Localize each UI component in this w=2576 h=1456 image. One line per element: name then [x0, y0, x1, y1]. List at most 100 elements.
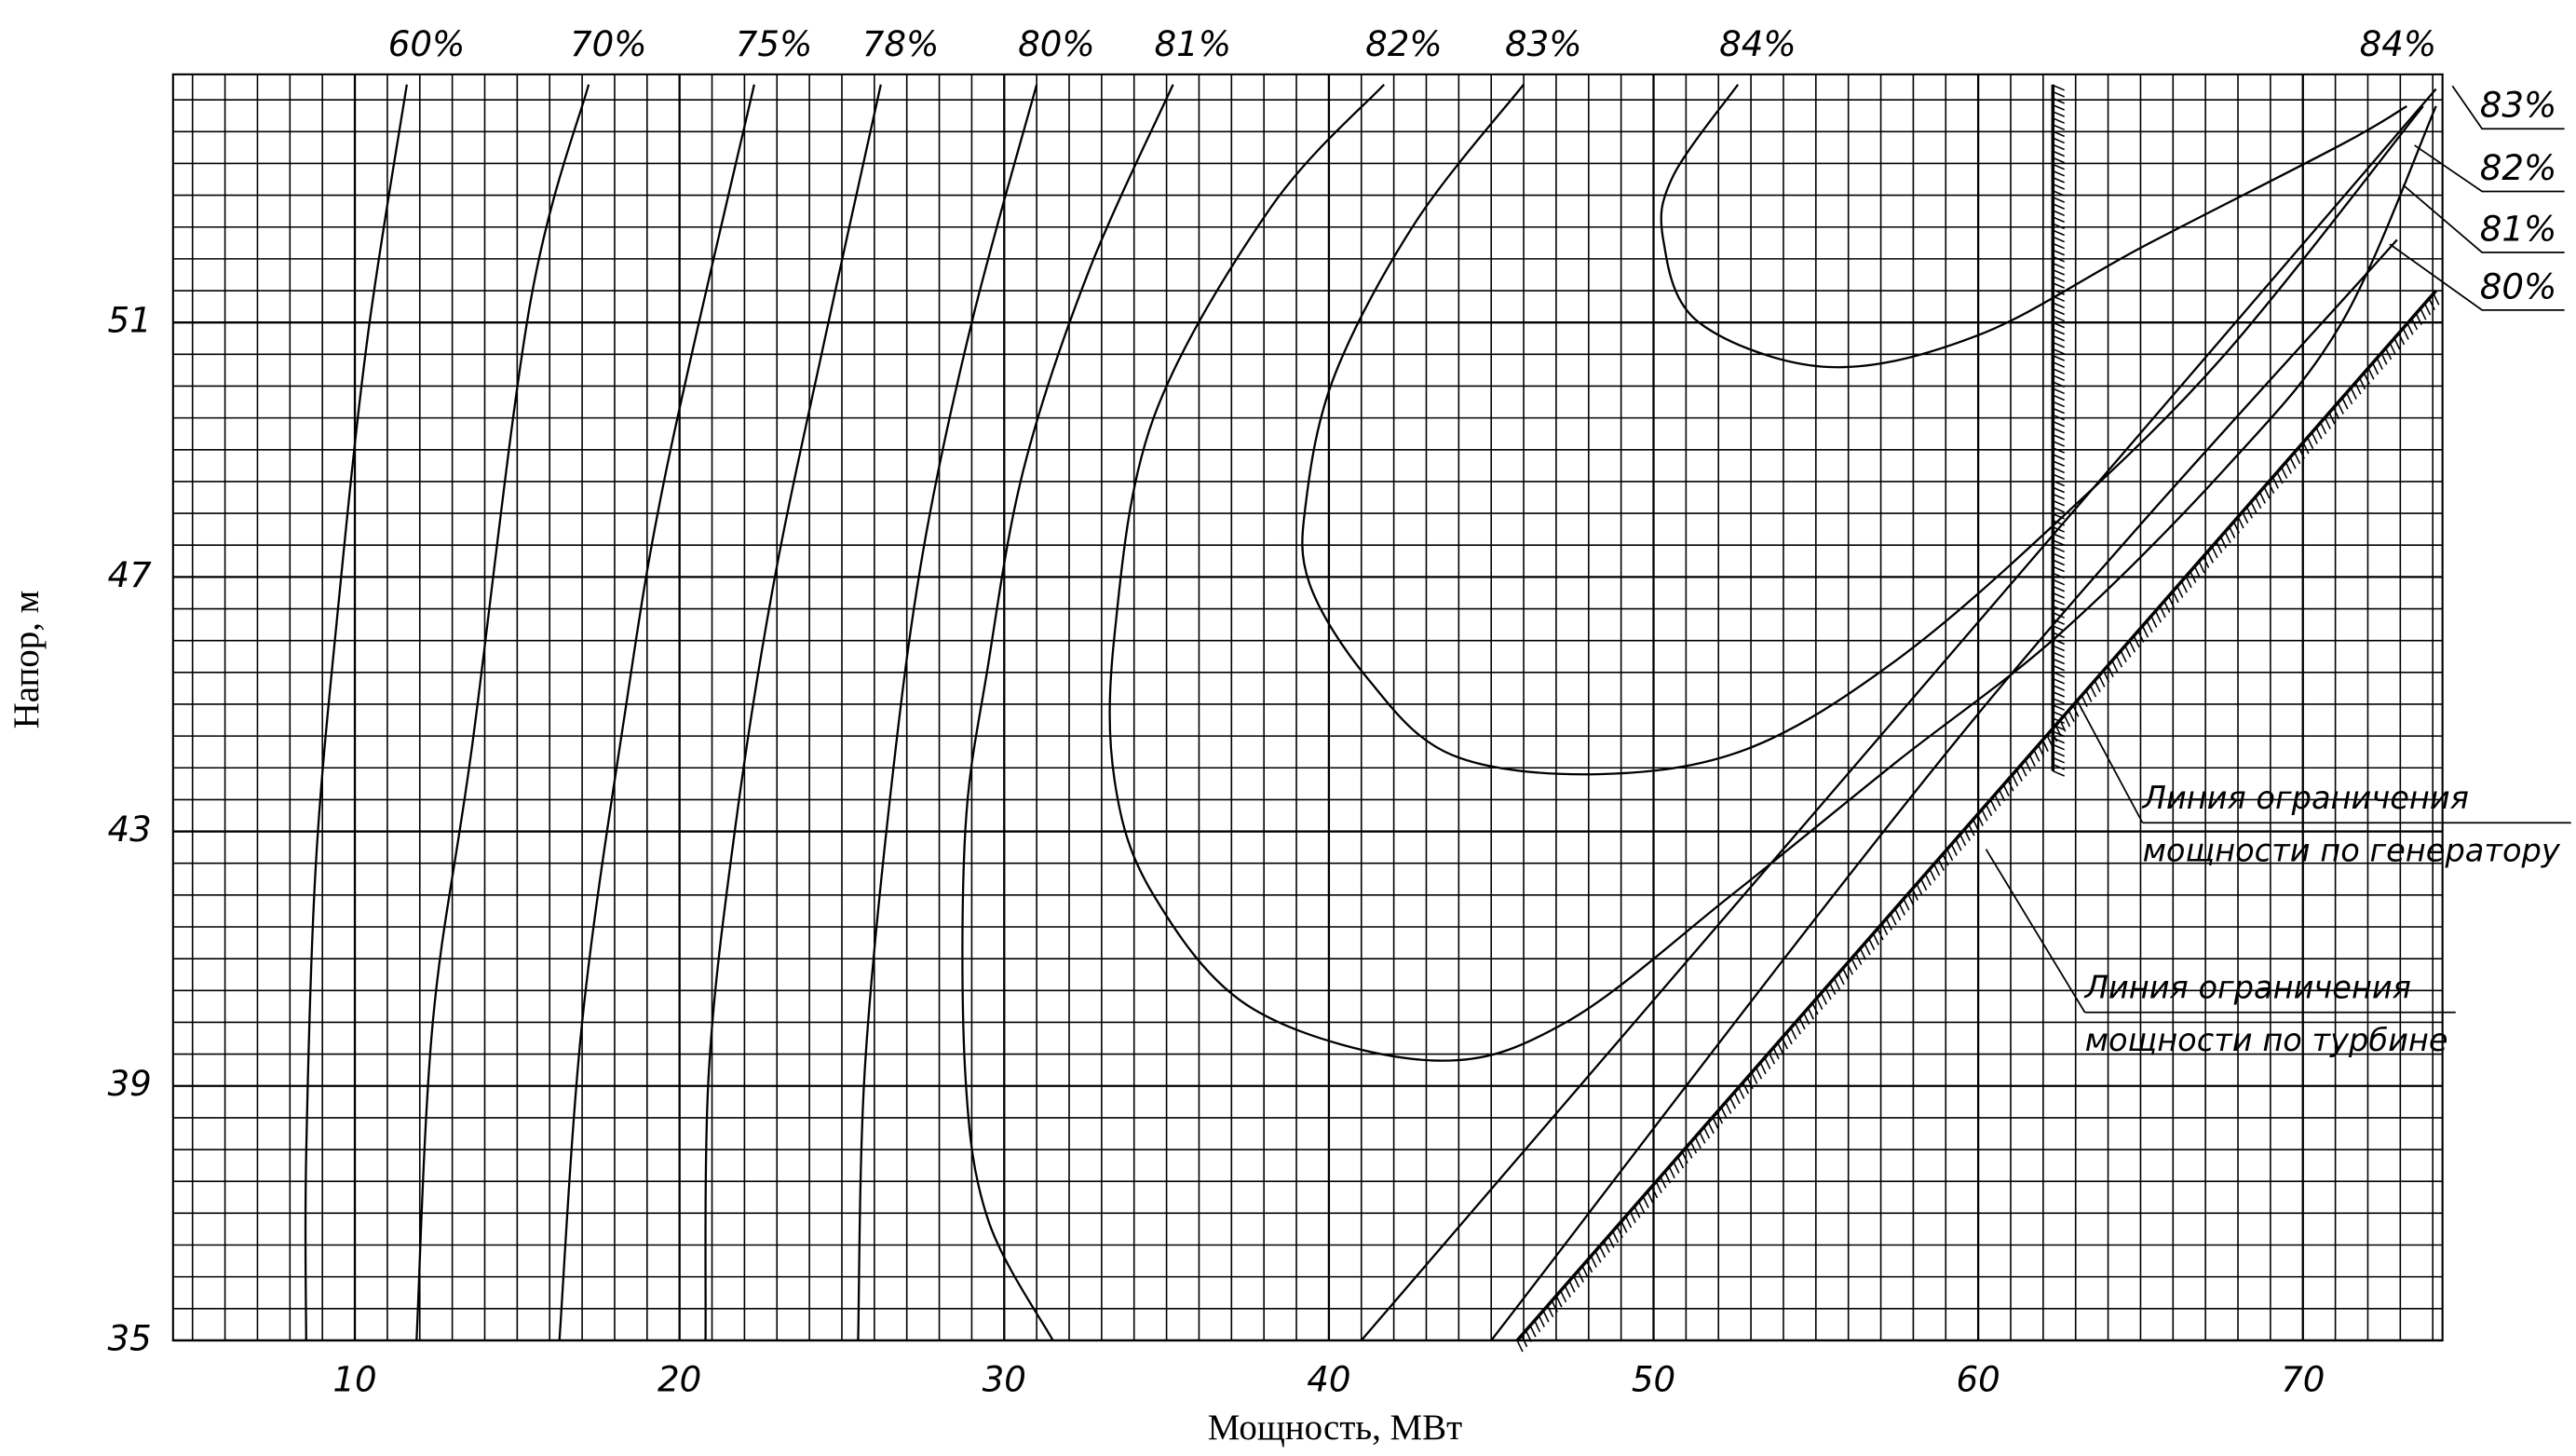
hatch [2107, 665, 2114, 678]
annotation-leader [2079, 705, 2144, 823]
hatch [1894, 908, 1902, 921]
hatch [2053, 103, 2066, 111]
hatch [2150, 615, 2158, 628]
hatch [2007, 779, 2014, 792]
x-tick-label: 70 [2281, 1360, 2325, 1400]
hatch [1707, 1122, 1715, 1135]
efficiency-contour [1660, 84, 2407, 369]
hatch [2263, 486, 2271, 499]
hatch [1811, 1002, 1819, 1015]
hatch [2389, 343, 2396, 355]
hatch [1603, 1241, 1610, 1253]
contour-label: 81% [1154, 24, 1231, 64]
hatch [2393, 337, 2401, 350]
hatch [2341, 397, 2349, 410]
hatch [1942, 853, 1949, 866]
hatch [1634, 1205, 1641, 1218]
hatch [2053, 460, 2066, 468]
hatch [2002, 784, 2010, 796]
hatch [2163, 601, 2171, 613]
hatch [1807, 1007, 1815, 1020]
hatch [2053, 493, 2066, 500]
hatch [1898, 903, 1905, 916]
hatch [2133, 635, 2140, 648]
hatch [2380, 352, 2388, 365]
hatch [2020, 764, 2027, 777]
efficiency-contour [704, 84, 882, 1340]
hatch [2053, 163, 2066, 170]
hatch [1534, 1320, 1541, 1333]
hatch [2053, 552, 2066, 560]
contour-label: 80% [1018, 24, 1095, 64]
hatch [2315, 427, 2323, 440]
hatch [2053, 467, 2066, 474]
hatch [1529, 1325, 1537, 1338]
hatch [1577, 1271, 1584, 1283]
hatch [2053, 480, 2066, 487]
hatch [2242, 511, 2249, 524]
hatch [2053, 361, 2066, 368]
y-tick-label: 35 [108, 1318, 152, 1358]
hatch [1859, 947, 1866, 960]
x-tick-label: 60 [1956, 1360, 2000, 1400]
hatch [1715, 1111, 1724, 1124]
hatch [2053, 117, 2066, 124]
hatch [2053, 420, 2066, 428]
hatch [2063, 714, 2071, 728]
hatch [2053, 183, 2066, 190]
hatch [2289, 456, 2297, 469]
hatch [1720, 1107, 1728, 1120]
hatch [2407, 322, 2414, 335]
limit-label: Линия ограничения [2084, 969, 2411, 1005]
efficiency-contour [415, 84, 590, 1340]
hatch [2053, 526, 2066, 533]
hatch [2053, 203, 2066, 210]
hatch [2250, 501, 2257, 514]
x-axis-label: Мощность, МВт [1208, 1408, 1462, 1448]
hatch [2053, 625, 2066, 632]
hatch [2415, 313, 2422, 325]
x-tick-label: 30 [983, 1360, 1026, 1400]
hatch [1642, 1196, 1649, 1208]
hatch [1816, 998, 1824, 1010]
hatch [2053, 638, 2066, 646]
hatch [2053, 111, 2066, 117]
hatch [2053, 578, 2066, 586]
hatch [1581, 1265, 1589, 1278]
hatch [2053, 354, 2066, 361]
hatch [1725, 1101, 1732, 1114]
hatch [1585, 1260, 1593, 1273]
hatch [2358, 377, 2366, 390]
hatch [2028, 755, 2036, 767]
y-axis-label: Напор, м [7, 591, 47, 729]
hatch [1972, 819, 1980, 832]
hatch [2053, 236, 2066, 243]
hatch [1637, 1201, 1646, 1214]
hatch [1551, 1300, 1558, 1313]
hatch [2053, 592, 2066, 599]
hatch [2033, 749, 2040, 762]
hatch [2232, 521, 2241, 534]
hatch [1803, 1013, 1810, 1025]
hatch [1755, 1067, 1763, 1080]
y-tick-label: 39 [108, 1064, 152, 1104]
hatch [2053, 645, 2066, 652]
hatch [1777, 1042, 1784, 1055]
hatch [2237, 516, 2244, 529]
hatch [2053, 632, 2066, 639]
hatch [2053, 341, 2066, 348]
hatch [2053, 407, 2066, 415]
hatch [2420, 307, 2427, 320]
hatch [2072, 704, 2080, 717]
hatch [2053, 150, 2066, 157]
hatch [1598, 1245, 1607, 1259]
hatch [2229, 526, 2236, 538]
hatch [1542, 1310, 1550, 1323]
hatch [1911, 888, 1918, 901]
hatch [2053, 282, 2066, 289]
hatch [1673, 1161, 1680, 1174]
hatch [2053, 441, 2066, 447]
hatch [2345, 392, 2353, 405]
hatch [2053, 262, 2066, 269]
hatch [2053, 229, 2066, 237]
